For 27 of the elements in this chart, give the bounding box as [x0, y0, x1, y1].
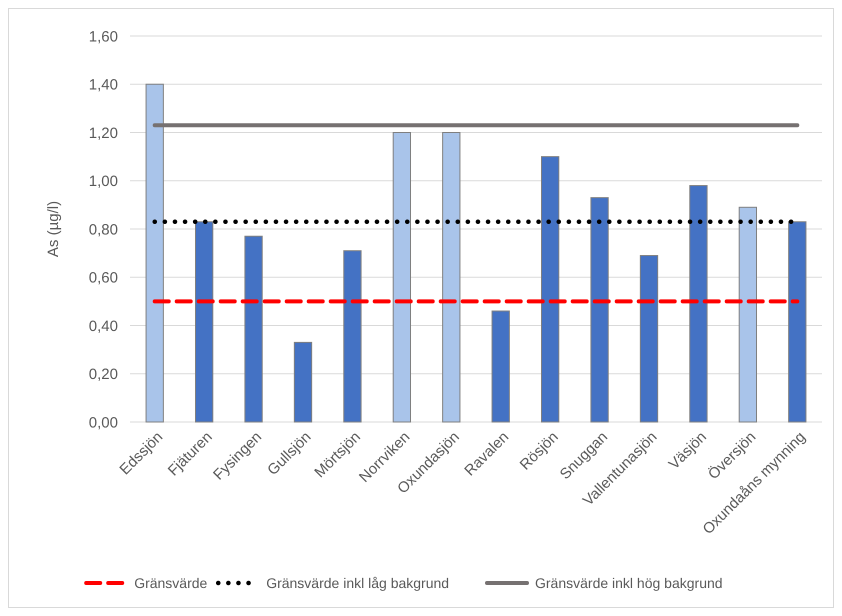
- y-tick-label: 1,20: [88, 124, 118, 142]
- y-tick-label: 0,40: [88, 318, 118, 335]
- y-tick-label: 0,60: [88, 270, 118, 286]
- y-tick-label: 1,60: [88, 28, 118, 46]
- bar: [442, 132, 460, 422]
- bar: [244, 236, 263, 422]
- bar: [590, 197, 609, 422]
- bar: [738, 206, 758, 422]
- bar: [640, 255, 658, 422]
- bar: [343, 250, 362, 422]
- bar: [392, 132, 412, 422]
- legend-label: Gränsvärde inkl hög bakgrund: [535, 574, 723, 591]
- bar: [689, 185, 708, 422]
- bar: [492, 310, 510, 422]
- bar: [146, 84, 164, 422]
- y-tick-label: 1,40: [88, 76, 118, 94]
- bar: [194, 221, 214, 422]
- bar: [294, 342, 312, 422]
- y-tick-label: 0,20: [88, 366, 118, 383]
- legend-label: Gränsvärde inkl låg bakgrund: [266, 574, 450, 591]
- legend-label: Gränsvärde: [134, 574, 208, 591]
- bar: [788, 221, 806, 422]
- y-tick-label: 1,00: [88, 173, 118, 190]
- bar: [540, 156, 560, 422]
- y-tick-label: 0,80: [88, 221, 118, 238]
- y-axis-title: As (µg/l): [45, 200, 62, 258]
- y-tick-label: 0,00: [88, 414, 118, 432]
